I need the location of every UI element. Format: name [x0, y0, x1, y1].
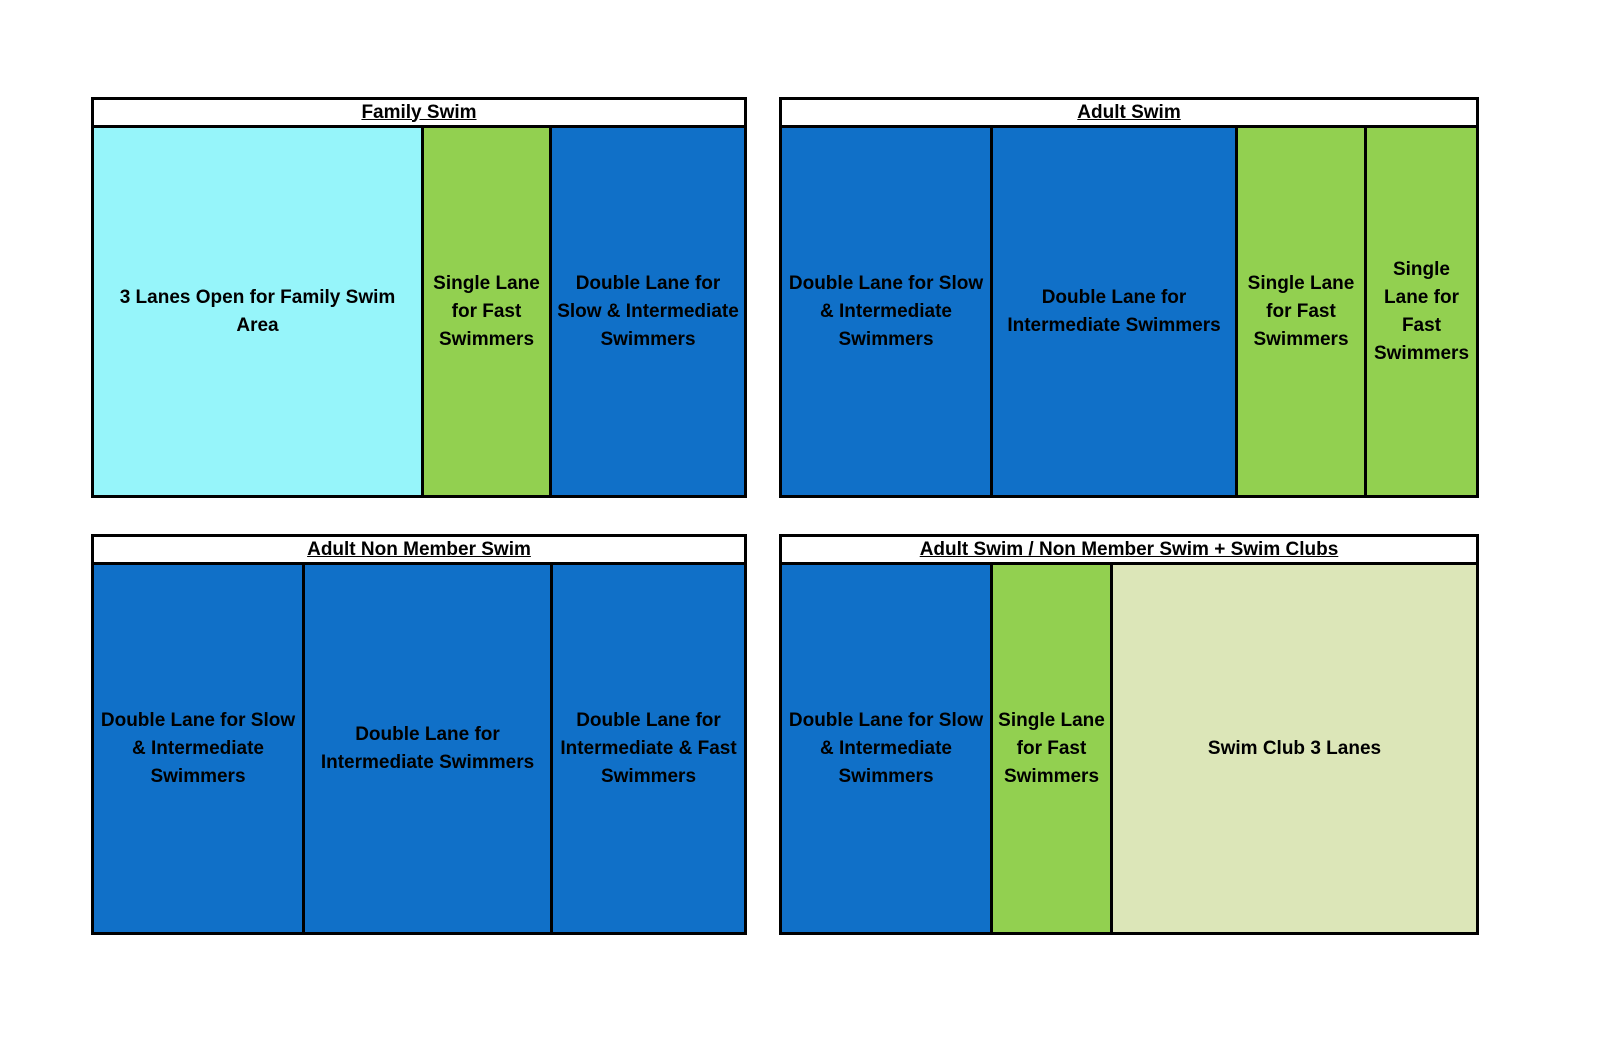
lane-family-area: 3 Lanes Open for Family Swim Area — [94, 128, 424, 495]
panel-adult-swim-clubs: Adult Swim / Non Member Swim + Swim Club… — [779, 534, 1479, 935]
panel-title: Family Swim — [94, 100, 744, 128]
lane-row: 3 Lanes Open for Family Swim Area Single… — [94, 128, 744, 495]
panel-title: Adult Swim / Non Member Swim + Swim Club… — [782, 537, 1476, 565]
panel-title: Adult Swim — [782, 100, 1476, 128]
panel-title: Adult Non Member Swim — [94, 537, 744, 565]
lane-double-intermediate-fast: Double Lane for Intermediate & Fast Swim… — [553, 565, 744, 932]
panel-adult-non-member-swim: Adult Non Member Swim Double Lane for Sl… — [91, 534, 747, 935]
panel-family-swim: Family Swim 3 Lanes Open for Family Swim… — [91, 97, 747, 498]
lane-single-fast: Single Lane for Fast Swimmers — [424, 128, 552, 495]
lane-row: Double Lane for Slow & Intermediate Swim… — [782, 565, 1476, 932]
lane-double-slow-intermediate: Double Lane for Slow & Intermediate Swim… — [552, 128, 744, 495]
lane-row: Double Lane for Slow & Intermediate Swim… — [782, 128, 1476, 495]
panel-adult-swim: Adult Swim Double Lane for Slow & Interm… — [779, 97, 1479, 498]
lane-swim-club: Swim Club 3 Lanes — [1113, 565, 1476, 932]
lane-row: Double Lane for Slow & Intermediate Swim… — [94, 565, 744, 932]
lane-single-fast: Single Lane for Fast Swimmers — [1367, 128, 1476, 495]
lane-single-fast: Single Lane for Fast Swimmers — [1238, 128, 1367, 495]
lane-double-slow-intermediate: Double Lane for Slow & Intermediate Swim… — [782, 128, 993, 495]
lane-double-intermediate: Double Lane for Intermediate Swimmers — [305, 565, 553, 932]
lane-double-intermediate: Double Lane for Intermediate Swimmers — [993, 128, 1238, 495]
lane-double-slow-intermediate: Double Lane for Slow & Intermediate Swim… — [782, 565, 993, 932]
lane-single-fast: Single Lane for Fast Swimmers — [993, 565, 1113, 932]
lane-double-slow-intermediate: Double Lane for Slow & Intermediate Swim… — [94, 565, 305, 932]
